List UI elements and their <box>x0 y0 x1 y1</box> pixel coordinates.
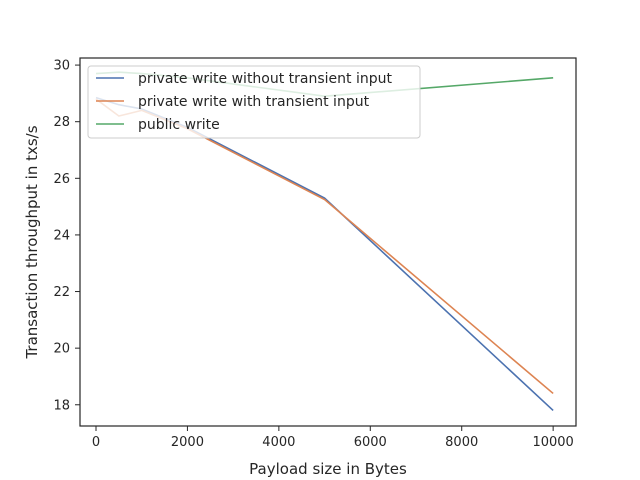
x-tick-label: 4000 <box>262 435 295 450</box>
y-axis-label: Transaction throughput in txs/s <box>23 125 41 359</box>
x-tick-label: 8000 <box>445 435 478 450</box>
y-tick-label: 18 <box>53 398 70 413</box>
y-tick-label: 22 <box>53 285 70 300</box>
legend-label-3: public write <box>138 117 220 133</box>
plot-frame <box>79 57 577 427</box>
series-line-2 <box>95 98 554 395</box>
x-tick-label: 10000 <box>532 435 573 450</box>
y-axis: 18 20 22 24 26 28 30 <box>53 59 80 413</box>
legend-label-2: private write with transient input <box>138 94 370 110</box>
legend-box <box>87 65 421 139</box>
x-axis-label: Payload size in Bytes <box>249 460 407 478</box>
x-tick-label: 6000 <box>354 435 387 450</box>
legend: private write without transient input pri… <box>87 65 421 139</box>
legend-label-1: private write without transient input <box>138 71 393 87</box>
y-tick-label: 28 <box>53 115 70 130</box>
y-tick-label: 30 <box>53 59 70 74</box>
x-axis: 0 2000 4000 6000 8000 10000 <box>92 426 574 450</box>
x-tick-label: 0 <box>92 435 100 450</box>
x-tick-label: 2000 <box>171 435 204 450</box>
y-tick-label: 26 <box>53 172 70 187</box>
series-line-1 <box>95 96 554 412</box>
y-tick-label: 20 <box>53 342 70 357</box>
y-tick-label: 24 <box>53 228 70 243</box>
